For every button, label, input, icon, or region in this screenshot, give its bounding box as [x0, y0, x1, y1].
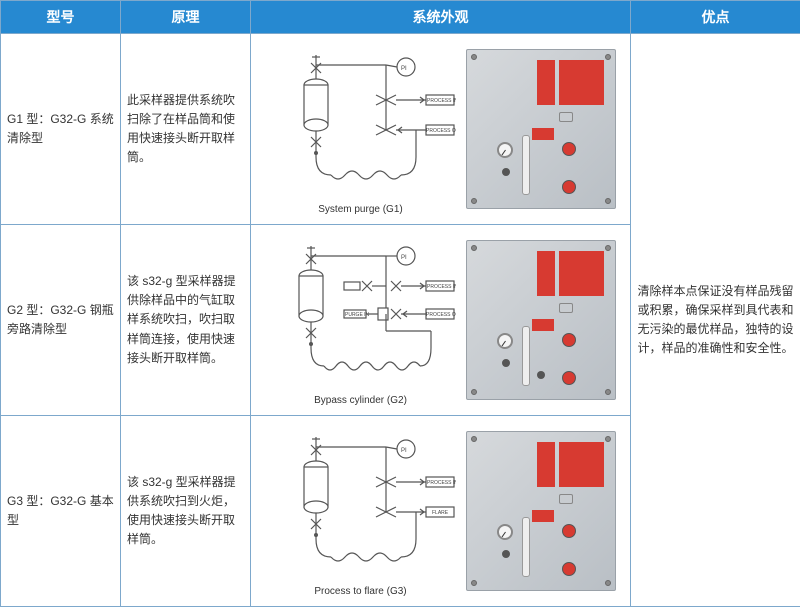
- principle-cell: 该 s32-g 型采样器提供除样品中的气缸取样系统吹扫，吹扫取样筒连接，使用快速…: [121, 225, 251, 416]
- pi-label: PI: [401, 66, 407, 72]
- process-out-label: PROCESS OUT: [426, 312, 456, 318]
- diagram-g2: PI PROCESS IN: [266, 231, 456, 409]
- flare-label: FLARE: [432, 510, 449, 516]
- model-cell: G3 型：G32-G 基本型: [1, 416, 121, 607]
- header-principle: 原理: [121, 1, 251, 34]
- principle-cell: 此采样器提供系统吹扫除了在样品筒和使用快速接头断开取样筒。: [121, 34, 251, 225]
- purge-in-label: PURGE IN: [345, 312, 370, 318]
- panel-g1: [466, 49, 616, 209]
- model-cell: G2 型：G32-G 钢瓶旁路清除型: [1, 225, 121, 416]
- diagram-g3: PI PROCESS IN: [266, 422, 456, 600]
- diagram-caption: Bypass cylinder (G2): [266, 393, 456, 409]
- principle-cell: 该 s32-g 型采样器提供系统吹扫到火炬，使用快速接头断开取样筒。: [121, 416, 251, 607]
- advantage-cell: 清除样本点保证没有样品残留或积累，确保采样到具代表和无污染的最优样品，独特的设计…: [631, 34, 800, 607]
- diagram-caption: System purge (G1): [266, 202, 456, 218]
- diagram-g1: PI PROCESS IN P: [266, 40, 456, 218]
- panel-g2: [466, 240, 616, 400]
- header-advantage: 优点: [631, 1, 800, 34]
- panel-g3: [466, 431, 616, 591]
- header-system: 系统外观: [251, 1, 631, 34]
- system-cell: PI PROCESS IN: [251, 225, 631, 416]
- system-cell: PI PROCESS IN P: [251, 34, 631, 225]
- process-out-label: PROCESS OUT: [426, 128, 456, 134]
- pi-label: PI: [401, 255, 407, 261]
- process-in-label: PROCESS IN: [427, 98, 456, 104]
- model-cell: G1 型：G32-G 系统清除型: [1, 34, 121, 225]
- header-row: 型号 原理 系统外观 优点: [1, 1, 800, 34]
- header-model: 型号: [1, 1, 121, 34]
- process-in-label: PROCESS IN: [427, 480, 456, 486]
- process-in-label: PROCESS IN: [427, 284, 456, 290]
- system-cell: PI PROCESS IN: [251, 416, 631, 607]
- diagram-caption: Process to flare (G3): [266, 584, 456, 600]
- spec-table: 型号 原理 系统外观 优点 G1 型：G32-G 系统清除型 此采样器提供系统吹…: [0, 0, 800, 607]
- pi-label: PI: [401, 448, 407, 454]
- row-g1: G1 型：G32-G 系统清除型 此采样器提供系统吹扫除了在样品筒和使用快速接头…: [1, 34, 800, 225]
